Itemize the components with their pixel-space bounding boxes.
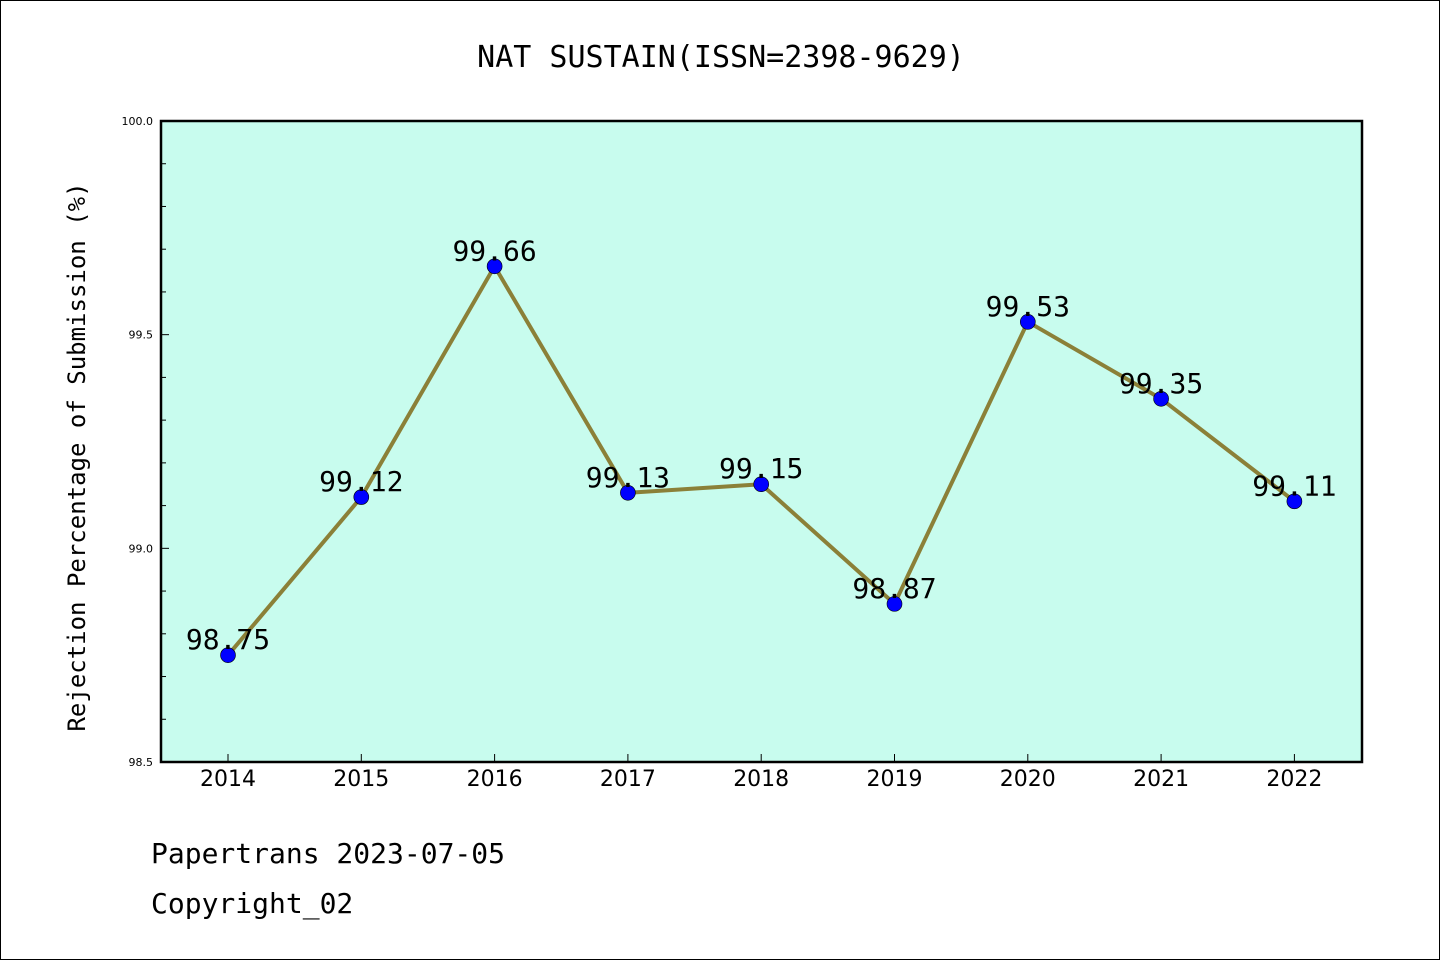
data-label: 99.11	[1252, 469, 1336, 502]
plot-area	[159, 119, 1364, 764]
x-tick-label: 2018	[733, 767, 789, 792]
data-label: 99.13	[586, 461, 670, 494]
data-point	[620, 484, 636, 501]
y-tick-label: 100.0	[122, 115, 154, 128]
x-axis-ticks: 2014 2015 2016 2017 2018 2019 2020 2021 2022	[200, 754, 1322, 792]
data-label: 99.12	[319, 465, 403, 498]
y-axis-ticks: 98.5 99.0 99.5 100.0	[122, 115, 169, 769]
data-point	[1020, 314, 1036, 330]
data-markers	[220, 258, 1303, 663]
y-tick-label: 99.5	[129, 329, 154, 342]
data-label: 99.35	[1119, 367, 1203, 400]
x-tick-label: 2015	[333, 767, 389, 792]
data-label: 99.66	[452, 234, 536, 267]
footer-date: Papertrans 2023-07-05	[151, 837, 506, 870]
data-point	[1286, 493, 1303, 510]
data-label: 98.75	[186, 623, 270, 656]
y-tick-label: 99.0	[129, 542, 154, 555]
data-label: 98.87	[852, 572, 936, 605]
x-tick-label: 2021	[1133, 767, 1189, 792]
x-tick-label: 2017	[600, 767, 656, 792]
data-point	[220, 647, 236, 663]
y-axis-label: Rejection Percentage of Submission (%)	[63, 182, 91, 731]
footer-copyright: Copyright_02	[151, 887, 354, 920]
data-point	[1153, 390, 1169, 407]
y-tick-label: 98.5	[129, 756, 154, 769]
data-point	[753, 476, 770, 493]
x-tick-label: 2022	[1266, 767, 1322, 792]
chart-title: NAT SUSTAIN(ISSN=2398-9629)	[477, 40, 965, 75]
data-label: 99.53	[986, 290, 1070, 323]
data-point	[353, 489, 370, 505]
x-tick-label: 2014	[200, 767, 256, 792]
data-label: 99.15	[719, 452, 803, 485]
data-point	[486, 258, 503, 275]
x-tick-label: 2019	[867, 767, 923, 792]
data-labels: 98.75 99.12 99.66 99.13 99.15 98.87 99.53 99.35…	[186, 234, 1337, 656]
x-tick-label: 2020	[1000, 767, 1056, 792]
x-tick-label: 2016	[467, 767, 523, 792]
data-point	[886, 596, 903, 612]
